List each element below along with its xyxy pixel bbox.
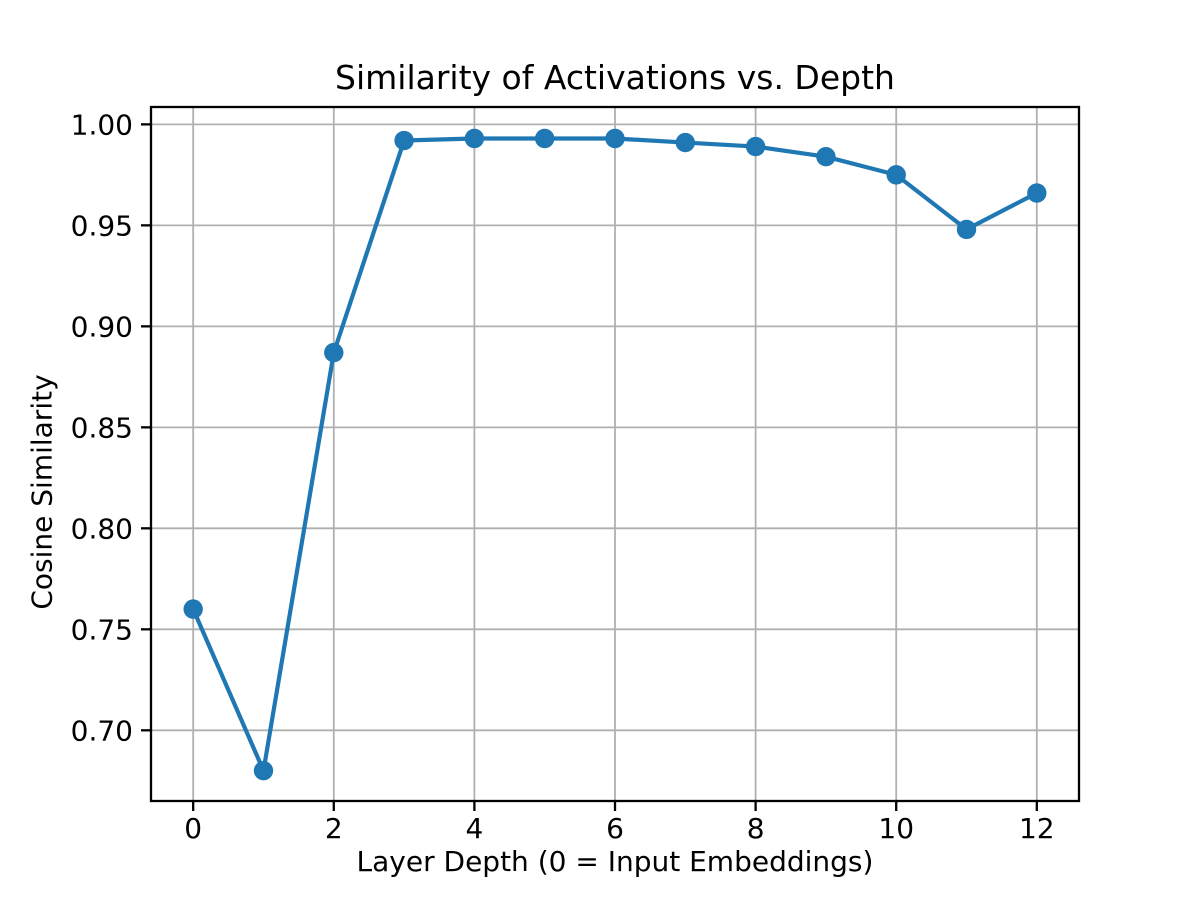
data-point bbox=[745, 136, 766, 157]
y-tick-label: 0.75 bbox=[71, 613, 133, 646]
data-point bbox=[534, 128, 555, 149]
data-point bbox=[253, 761, 274, 781]
y-tick-label: 0.85 bbox=[71, 411, 133, 444]
data-point bbox=[886, 165, 906, 185]
data-point bbox=[675, 132, 696, 153]
y-tick-label: 0.70 bbox=[71, 714, 133, 747]
data-point bbox=[816, 146, 836, 167]
data-point bbox=[605, 128, 625, 149]
x-tick-label: 10 bbox=[878, 812, 914, 845]
x-tick-label: 0 bbox=[184, 812, 202, 845]
x-tick-label: 12 bbox=[1019, 812, 1055, 845]
data-point bbox=[324, 342, 344, 363]
y-tick-label: 0.90 bbox=[71, 310, 133, 343]
y-tick-label: 0.95 bbox=[71, 209, 133, 242]
y-tick-label: 1.00 bbox=[71, 108, 133, 141]
y-tick-label: 0.80 bbox=[71, 512, 133, 545]
data-point bbox=[183, 599, 203, 619]
data-point bbox=[464, 128, 485, 149]
data-point bbox=[394, 130, 414, 151]
x-tick-label: 8 bbox=[747, 812, 765, 845]
x-tick-label: 6 bbox=[606, 812, 624, 845]
data-point bbox=[1027, 183, 1047, 203]
chart-title: Similarity of Activations vs. Depth bbox=[335, 58, 895, 97]
x-tick-label: 4 bbox=[465, 812, 483, 845]
data-point bbox=[956, 219, 977, 240]
x-axis-label: Layer Depth (0 = Input Embeddings) bbox=[356, 845, 874, 878]
x-tick-label: 2 bbox=[325, 812, 343, 845]
